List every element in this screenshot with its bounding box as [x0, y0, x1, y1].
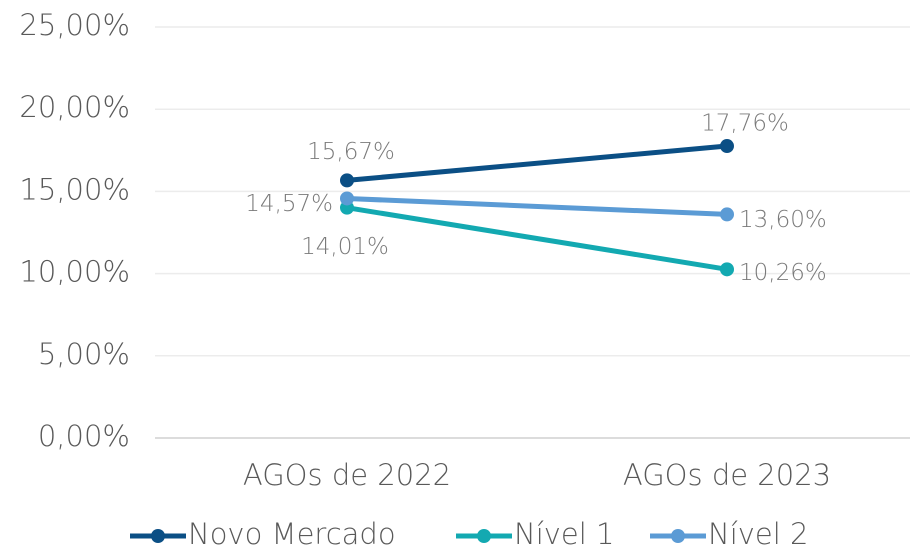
legend-marker: [477, 529, 491, 543]
legend-marker: [151, 529, 165, 543]
line: [346, 195, 728, 217]
data-label: 15,67%: [307, 139, 395, 165]
y-tick-label: 25,00%: [19, 8, 130, 42]
x-tick-label: AGOs de 2023: [623, 458, 831, 492]
legend-label: Novo Mercado: [188, 517, 396, 548]
data-label: 14,01%: [301, 234, 389, 260]
marker: [720, 139, 734, 154]
marker: [340, 173, 354, 188]
legend-label: Nível 1: [514, 517, 614, 548]
y-tick-label: 20,00%: [19, 90, 130, 124]
x-tick-label: AGOs de 2022: [243, 458, 451, 492]
marker: [340, 191, 354, 206]
marker: [720, 262, 734, 277]
data-label: 17,76%: [701, 111, 789, 137]
data-label: 13,60%: [739, 207, 827, 233]
marker: [720, 207, 734, 222]
line: [346, 205, 728, 272]
data-label: 14,57%: [245, 191, 333, 217]
y-tick-label: 5,00%: [38, 337, 130, 371]
legend-label: Nível 2: [708, 517, 808, 548]
line: [346, 143, 728, 183]
legend-marker: [671, 529, 685, 543]
y-tick-label: 10,00%: [19, 255, 130, 289]
y-tick-label: 15,00%: [19, 172, 130, 206]
y-tick-label: 0,00%: [38, 419, 130, 453]
data-label: 10,26%: [739, 260, 827, 286]
